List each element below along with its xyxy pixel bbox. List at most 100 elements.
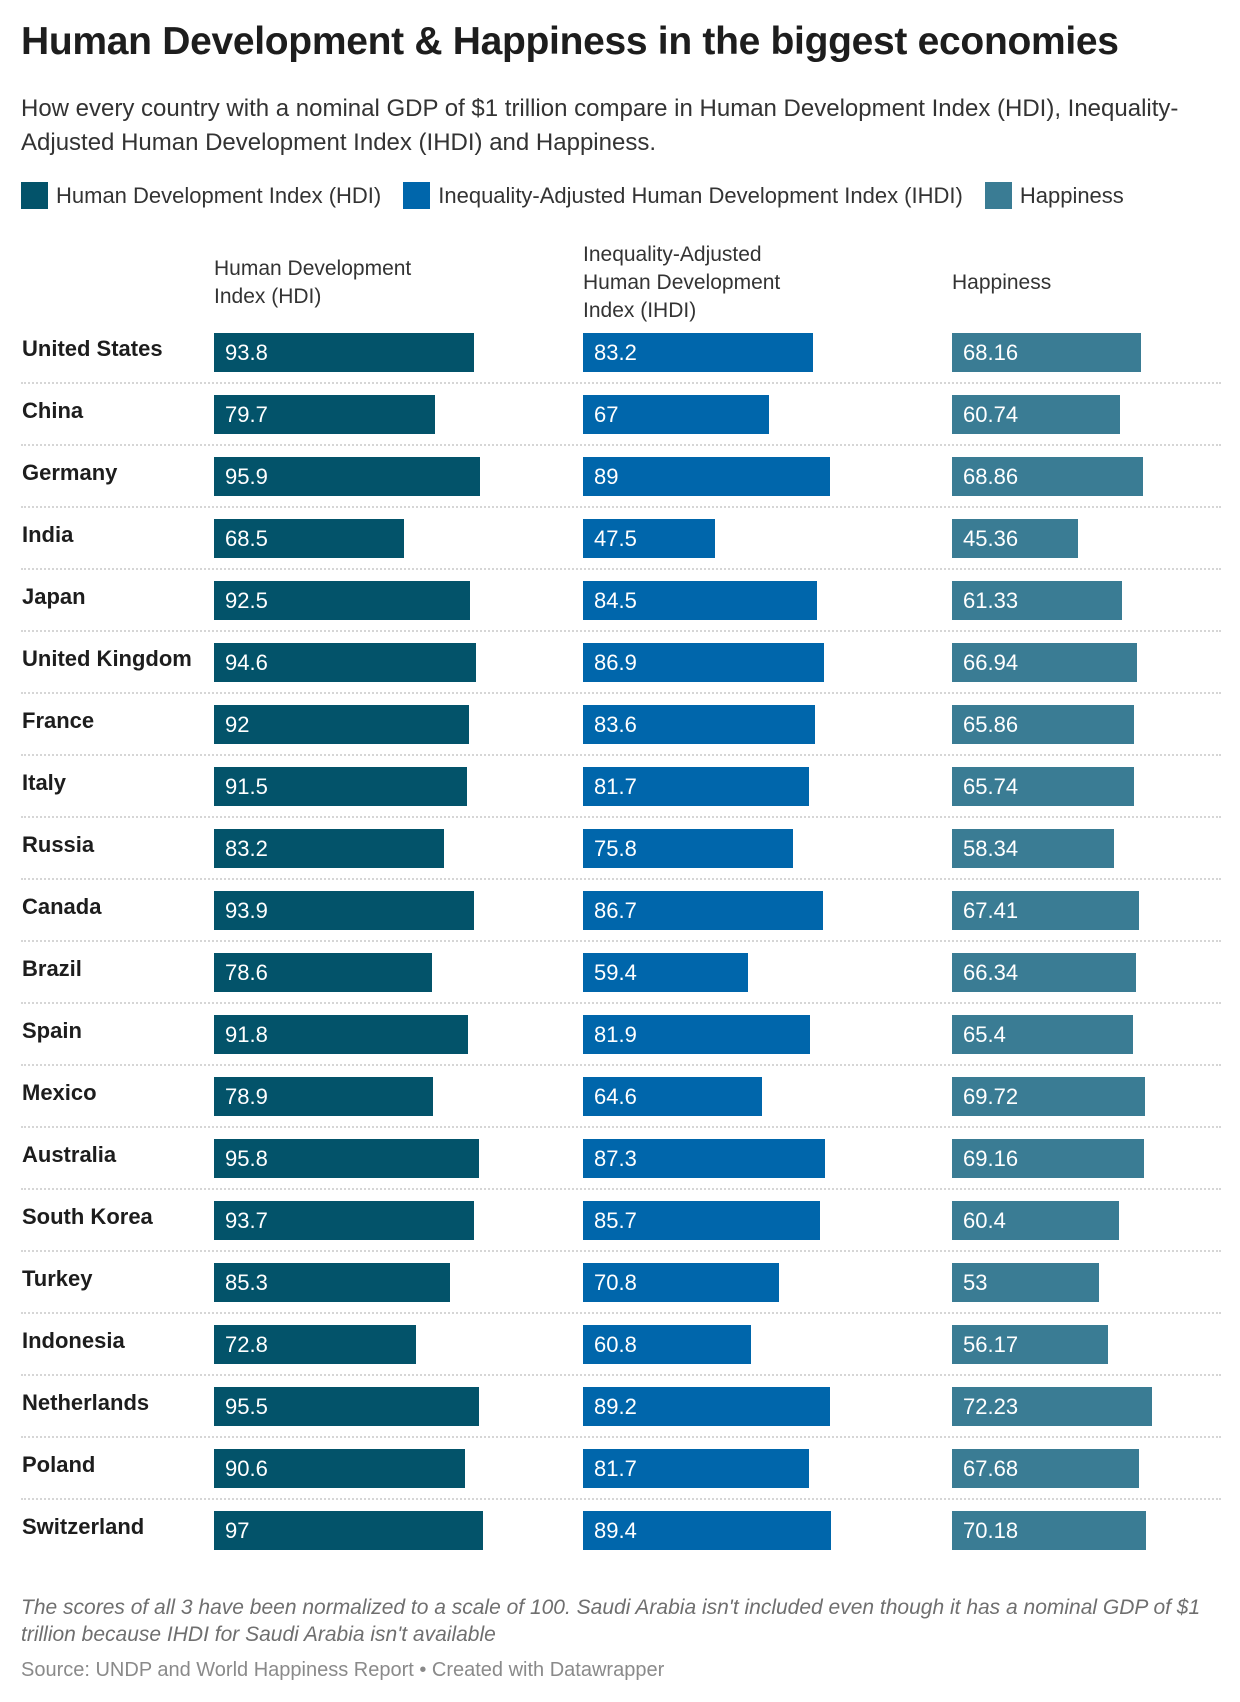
bar-happiness: 72.23 bbox=[952, 1387, 1153, 1426]
country-label: Netherlands bbox=[22, 1390, 150, 1415]
bar-hdi: 91.8 bbox=[214, 1015, 469, 1054]
legend-item-happiness: Happiness bbox=[984, 182, 1124, 209]
bar-hdi: 78.9 bbox=[214, 1077, 433, 1116]
table-row: Italy 91.5 81.7 65.74 bbox=[21, 756, 1221, 818]
bar-ihdi: 81.7 bbox=[583, 767, 810, 806]
bar-ihdi: 75.8 bbox=[583, 829, 793, 868]
bar-ihdi: 60.8 bbox=[583, 1325, 752, 1364]
table-row: Switzerland 97 89.4 70.18 bbox=[21, 1500, 1221, 1562]
table-row: China 79.7 67 60.74 bbox=[21, 384, 1221, 446]
chart-source: Source: UNDP and World Happiness Report … bbox=[21, 1659, 665, 1681]
country-label: Turkey bbox=[22, 1266, 93, 1291]
bar-happiness: 67.41 bbox=[952, 891, 1139, 930]
bar-ihdi: 47.5 bbox=[583, 519, 715, 558]
bar-happiness: 58.34 bbox=[952, 829, 1114, 868]
bar-happiness: 70.18 bbox=[952, 1511, 1147, 1550]
table-row: Mexico 78.9 64.6 69.72 bbox=[21, 1066, 1221, 1128]
bar-hdi: 93.8 bbox=[214, 333, 474, 372]
bar-hdi: 95.9 bbox=[214, 457, 480, 496]
bar-happiness: 67.68 bbox=[952, 1449, 1140, 1488]
legend-label: Inequality-Adjusted Human Development In… bbox=[438, 182, 963, 208]
legend-swatch bbox=[403, 182, 431, 209]
bar-hdi: 85.3 bbox=[214, 1263, 451, 1302]
bar-ihdi: 87.3 bbox=[583, 1139, 825, 1178]
country-label: Canada bbox=[22, 894, 102, 919]
bar-happiness: 69.16 bbox=[952, 1139, 1144, 1178]
table-row: Netherlands 95.5 89.2 72.23 bbox=[21, 1376, 1221, 1438]
country-label: Italy bbox=[22, 770, 67, 795]
chart-note: The scores of all 3 have been normalized… bbox=[21, 1596, 1201, 1646]
bar-happiness: 65.86 bbox=[952, 705, 1135, 744]
country-label: China bbox=[22, 398, 84, 423]
bar-hdi: 93.9 bbox=[214, 891, 475, 930]
table-row: United States 93.8 83.2 68.16 bbox=[21, 322, 1221, 384]
bar-hdi: 93.7 bbox=[214, 1201, 474, 1240]
country-label: United Kingdom bbox=[22, 646, 192, 671]
bar-happiness: 66.34 bbox=[952, 953, 1136, 992]
bar-hdi: 97 bbox=[214, 1511, 483, 1550]
legend-item-ihdi: Inequality-Adjusted Human Development In… bbox=[403, 182, 963, 209]
column-header-ihdi: Inequality-Adjusted Human Development In… bbox=[583, 243, 781, 322]
bar-ihdi: 89 bbox=[583, 457, 830, 496]
bar-hdi: 83.2 bbox=[214, 829, 445, 868]
table-row: United Kingdom 94.6 86.9 66.94 bbox=[21, 632, 1221, 694]
bar-hdi: 94.6 bbox=[214, 643, 477, 682]
legend-item-hdi: Human Development Index (HDI) bbox=[21, 182, 381, 209]
table-row: Indonesia 72.8 60.8 56.17 bbox=[21, 1314, 1221, 1376]
table-row: Brazil 78.6 59.4 66.34 bbox=[21, 942, 1221, 1004]
bar-happiness: 68.16 bbox=[952, 333, 1141, 372]
bar-hdi: 95.5 bbox=[214, 1387, 479, 1426]
bar-happiness: 61.33 bbox=[952, 581, 1122, 620]
bar-happiness: 69.72 bbox=[952, 1077, 1146, 1116]
bar-hdi: 91.5 bbox=[214, 767, 468, 806]
table-row: Poland 90.6 81.7 67.68 bbox=[21, 1438, 1221, 1500]
bar-ihdi: 81.7 bbox=[583, 1449, 810, 1488]
bar-ihdi: 86.7 bbox=[583, 891, 824, 930]
chart-title: Human Development & Happiness in the big… bbox=[21, 20, 1119, 63]
bar-hdi: 95.8 bbox=[214, 1139, 480, 1178]
bar-happiness: 60.4 bbox=[952, 1201, 1120, 1240]
country-label: Germany bbox=[22, 460, 118, 485]
bar-ihdi: 84.5 bbox=[583, 581, 818, 620]
country-label: Mexico bbox=[22, 1080, 97, 1105]
country-label: India bbox=[22, 522, 74, 547]
table-row: Germany 95.9 89 68.86 bbox=[21, 446, 1221, 508]
bar-ihdi: 67 bbox=[583, 395, 769, 434]
table-row: Turkey 85.3 70.8 53 bbox=[21, 1252, 1221, 1314]
country-label: France bbox=[22, 708, 95, 733]
column-header-happiness: Happiness bbox=[952, 271, 1052, 294]
country-label: Indonesia bbox=[22, 1328, 125, 1353]
legend-label: Happiness bbox=[1019, 182, 1124, 208]
table-row: Russia 83.2 75.8 58.34 bbox=[21, 818, 1221, 880]
bar-hdi: 92 bbox=[214, 705, 469, 744]
bar-hdi: 79.7 bbox=[214, 395, 435, 434]
bar-ihdi: 89.2 bbox=[583, 1387, 831, 1426]
bar-happiness: 53 bbox=[952, 1263, 1099, 1302]
bar-happiness: 65.4 bbox=[952, 1015, 1134, 1054]
table-row: France 92 83.6 65.86 bbox=[21, 694, 1221, 756]
country-label: Russia bbox=[22, 832, 95, 857]
bar-happiness: 56.17 bbox=[952, 1325, 1108, 1364]
country-label: Switzerland bbox=[22, 1514, 145, 1539]
bar-ihdi: 89.4 bbox=[583, 1511, 831, 1550]
bar-ihdi: 83.2 bbox=[583, 333, 814, 372]
country-label: Australia bbox=[22, 1142, 117, 1167]
bar-ihdi: 86.9 bbox=[583, 643, 824, 682]
country-label: Japan bbox=[22, 584, 86, 609]
country-label: Poland bbox=[22, 1452, 96, 1477]
table-row: South Korea 93.7 85.7 60.4 bbox=[21, 1190, 1221, 1252]
legend-swatch bbox=[984, 182, 1012, 209]
bar-happiness: 65.74 bbox=[952, 767, 1135, 806]
bar-hdi: 72.8 bbox=[214, 1325, 416, 1364]
bar-ihdi: 81.9 bbox=[583, 1015, 810, 1054]
bar-ihdi: 59.4 bbox=[583, 953, 748, 992]
bar-happiness: 66.94 bbox=[952, 643, 1138, 682]
table-row: Australia 95.8 87.3 69.16 bbox=[21, 1128, 1221, 1190]
bar-ihdi: 64.6 bbox=[583, 1077, 762, 1116]
column-header-hdi: Human Development Index (HDI) bbox=[214, 257, 412, 308]
bar-happiness: 60.74 bbox=[952, 395, 1121, 434]
bar-ihdi: 85.7 bbox=[583, 1201, 821, 1240]
legend: Human Development Index (HDI) Inequality… bbox=[21, 182, 1124, 209]
bar-happiness: 45.36 bbox=[952, 519, 1078, 558]
bar-ihdi: 70.8 bbox=[583, 1263, 780, 1302]
